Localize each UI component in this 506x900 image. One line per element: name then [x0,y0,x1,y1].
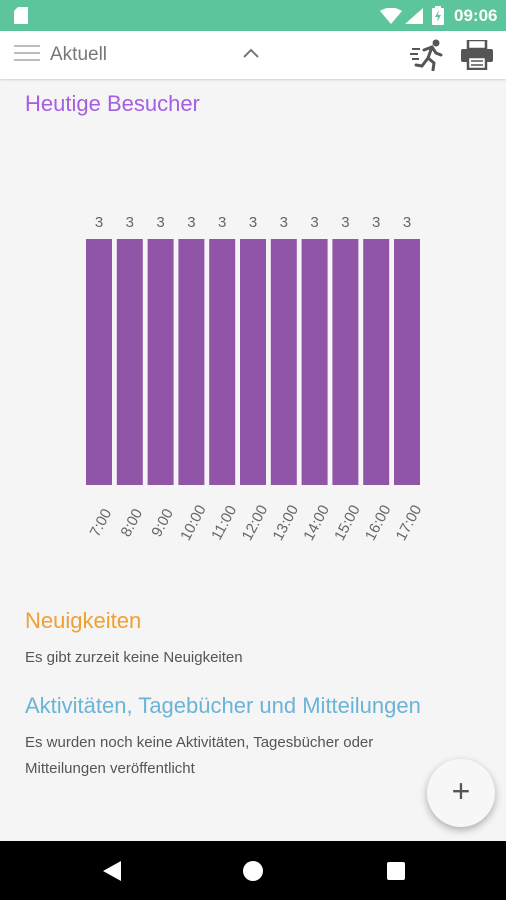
sd-card-icon [14,7,28,24]
bar-value-label: 3 [280,214,288,231]
bar-10:00 [178,239,205,485]
visitors-title: Heutige Besucher [25,91,200,116]
bar-16:00 [363,239,390,485]
x-tick-label: 15:00 [331,502,364,543]
visitors-chart: 3 7:00 3 8:00 3 9:00 3 10:00 3 11:00 3 12:00 3 13:00 3… [86,214,426,543]
x-tick-label: 12:00 [239,502,272,543]
bar-14:00 [301,239,328,485]
activities-title: Aktivitäten, Tagebücher und Mitteilungen [25,693,421,718]
x-tick-label: 8:00 [117,506,146,540]
app-toolbar: Aktuell [0,31,506,79]
bar-8:00 [116,239,143,485]
chevron-up-icon[interactable] [243,48,259,58]
battery-icon [432,6,444,25]
plus-icon: + [451,773,471,809]
bar-15:00 [332,239,359,485]
bar-value-label: 3 [249,214,257,231]
x-tick-label: 16:00 [362,502,395,543]
x-tick-label: 17:00 [393,502,426,543]
back-icon[interactable] [103,861,121,881]
status-bar: 09:06 [0,0,506,31]
home-icon[interactable] [243,861,263,881]
x-tick-label: 13:00 [270,502,303,543]
signal-icon [405,8,423,24]
menu-icon[interactable] [14,45,40,65]
bar-value-label: 3 [126,214,134,231]
navigation-bar [0,841,506,900]
status-time: 09:06 [454,6,498,25]
bar-value-label: 3 [403,214,411,231]
add-button[interactable]: + [427,759,495,827]
x-tick-label: 10:00 [177,502,210,543]
bar-value-label: 3 [156,214,164,231]
bar-value-label: 3 [218,214,226,231]
bar-7:00 [86,239,112,485]
bar-value-label: 3 [372,214,380,231]
recent-apps-icon[interactable] [387,862,405,880]
x-tick-label: 11:00 [208,503,240,543]
bar-11:00 [209,239,236,485]
running-person-icon[interactable] [410,39,444,71]
bar-9:00 [147,239,174,485]
toolbar-title[interactable]: Aktuell [50,44,108,65]
activities-text: Es wurden noch keine Aktivitäten, Tagesb… [25,734,374,777]
news-title: Neuigkeiten [25,608,142,633]
bar-value-label: 3 [187,214,195,231]
bar-17:00 [394,239,420,485]
bar-value-label: 3 [95,214,103,231]
bar-value-label: 3 [341,214,349,231]
bar-value-label: 3 [310,214,318,231]
x-tick-label: 9:00 [148,506,177,540]
bar-12:00 [240,239,266,485]
x-tick-label: 7:00 [87,506,116,540]
wifi-icon [380,8,402,24]
bar-13:00 [270,239,297,485]
news-text: Es gibt zurzeit keine Neuigkeiten [25,649,243,666]
printer-icon[interactable] [460,40,494,70]
x-tick-label: 14:00 [300,502,333,543]
